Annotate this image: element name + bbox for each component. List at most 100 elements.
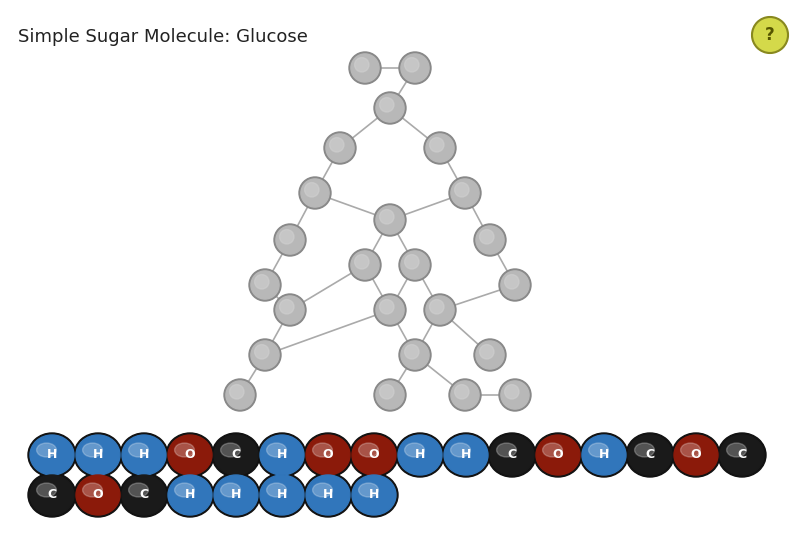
Text: H: H: [277, 489, 287, 502]
Text: O: O: [369, 448, 379, 461]
Circle shape: [426, 134, 454, 162]
Ellipse shape: [260, 435, 304, 475]
Text: H: H: [231, 489, 241, 502]
Text: O: O: [93, 489, 103, 502]
Ellipse shape: [358, 483, 378, 497]
Ellipse shape: [214, 435, 258, 475]
Text: H: H: [599, 448, 609, 461]
Ellipse shape: [82, 443, 102, 457]
Circle shape: [274, 224, 306, 256]
Ellipse shape: [628, 435, 672, 475]
Circle shape: [380, 98, 394, 112]
Circle shape: [454, 183, 469, 197]
Ellipse shape: [304, 433, 352, 477]
Circle shape: [476, 341, 504, 369]
Ellipse shape: [122, 435, 166, 475]
Ellipse shape: [266, 443, 286, 457]
Ellipse shape: [174, 443, 194, 457]
Circle shape: [401, 341, 429, 369]
Text: C: C: [507, 448, 517, 461]
Ellipse shape: [450, 443, 470, 457]
Ellipse shape: [30, 475, 74, 515]
Text: H: H: [47, 448, 57, 461]
Ellipse shape: [542, 443, 562, 457]
Circle shape: [254, 345, 269, 359]
Ellipse shape: [212, 473, 260, 517]
Circle shape: [226, 381, 254, 409]
Ellipse shape: [634, 443, 654, 457]
Ellipse shape: [718, 433, 766, 477]
Ellipse shape: [122, 475, 166, 515]
Circle shape: [249, 269, 281, 301]
Ellipse shape: [313, 483, 333, 497]
Text: H: H: [93, 448, 103, 461]
Circle shape: [374, 92, 406, 124]
Circle shape: [249, 339, 281, 371]
Circle shape: [424, 294, 456, 326]
Ellipse shape: [306, 435, 350, 475]
Circle shape: [299, 177, 331, 209]
Circle shape: [354, 255, 369, 269]
Circle shape: [324, 132, 356, 164]
Ellipse shape: [82, 483, 102, 497]
Circle shape: [480, 345, 494, 359]
Circle shape: [276, 226, 304, 254]
Circle shape: [330, 137, 344, 152]
Ellipse shape: [74, 473, 122, 517]
Text: Simple Sugar Molecule: Glucose: Simple Sugar Molecule: Glucose: [18, 28, 308, 46]
Ellipse shape: [396, 433, 444, 477]
Text: ?: ?: [765, 26, 775, 44]
Circle shape: [476, 226, 504, 254]
Circle shape: [380, 209, 394, 224]
Ellipse shape: [174, 483, 194, 497]
Circle shape: [430, 137, 444, 152]
Circle shape: [430, 300, 444, 314]
Ellipse shape: [405, 443, 424, 457]
Circle shape: [449, 177, 481, 209]
Circle shape: [276, 296, 304, 324]
Ellipse shape: [221, 483, 240, 497]
Ellipse shape: [352, 435, 396, 475]
Ellipse shape: [37, 443, 56, 457]
Text: H: H: [369, 489, 379, 502]
Circle shape: [505, 384, 519, 399]
Text: H: H: [185, 489, 195, 502]
Circle shape: [280, 230, 294, 244]
Ellipse shape: [214, 475, 258, 515]
Circle shape: [399, 52, 431, 84]
Circle shape: [501, 271, 529, 299]
Ellipse shape: [534, 433, 582, 477]
Ellipse shape: [129, 483, 149, 497]
Circle shape: [505, 274, 519, 289]
Circle shape: [480, 230, 494, 244]
Ellipse shape: [306, 475, 350, 515]
Circle shape: [424, 132, 456, 164]
Circle shape: [405, 57, 419, 72]
Ellipse shape: [497, 443, 517, 457]
Ellipse shape: [166, 473, 214, 517]
Circle shape: [454, 384, 469, 399]
Text: H: H: [139, 448, 149, 461]
Ellipse shape: [352, 475, 396, 515]
Ellipse shape: [589, 443, 608, 457]
Text: H: H: [415, 448, 425, 461]
Ellipse shape: [626, 433, 674, 477]
Ellipse shape: [580, 433, 628, 477]
Circle shape: [351, 251, 379, 279]
Ellipse shape: [168, 435, 212, 475]
Text: O: O: [553, 448, 563, 461]
Ellipse shape: [442, 433, 490, 477]
Ellipse shape: [221, 443, 240, 457]
Ellipse shape: [266, 483, 286, 497]
Ellipse shape: [28, 433, 76, 477]
Text: H: H: [323, 489, 333, 502]
Circle shape: [399, 249, 431, 281]
Circle shape: [376, 206, 404, 234]
Circle shape: [354, 57, 369, 72]
Circle shape: [451, 381, 479, 409]
Circle shape: [374, 294, 406, 326]
Circle shape: [752, 17, 788, 53]
Circle shape: [449, 379, 481, 411]
Circle shape: [251, 341, 279, 369]
Circle shape: [374, 204, 406, 236]
